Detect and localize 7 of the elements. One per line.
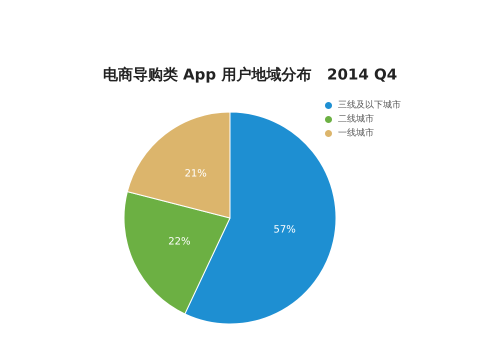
legend-label: 一线城市 (338, 128, 374, 138)
chart-title: 电商导购类 App 用户地域分布 2014 Q4 (102, 66, 398, 84)
legend-label: 三线及以下城市 (338, 100, 401, 110)
data-label: 21% (184, 168, 207, 180)
data-label: 57% (274, 224, 296, 236)
data-label: 22% (168, 236, 190, 248)
legend-label: 二线城市 (338, 114, 374, 124)
